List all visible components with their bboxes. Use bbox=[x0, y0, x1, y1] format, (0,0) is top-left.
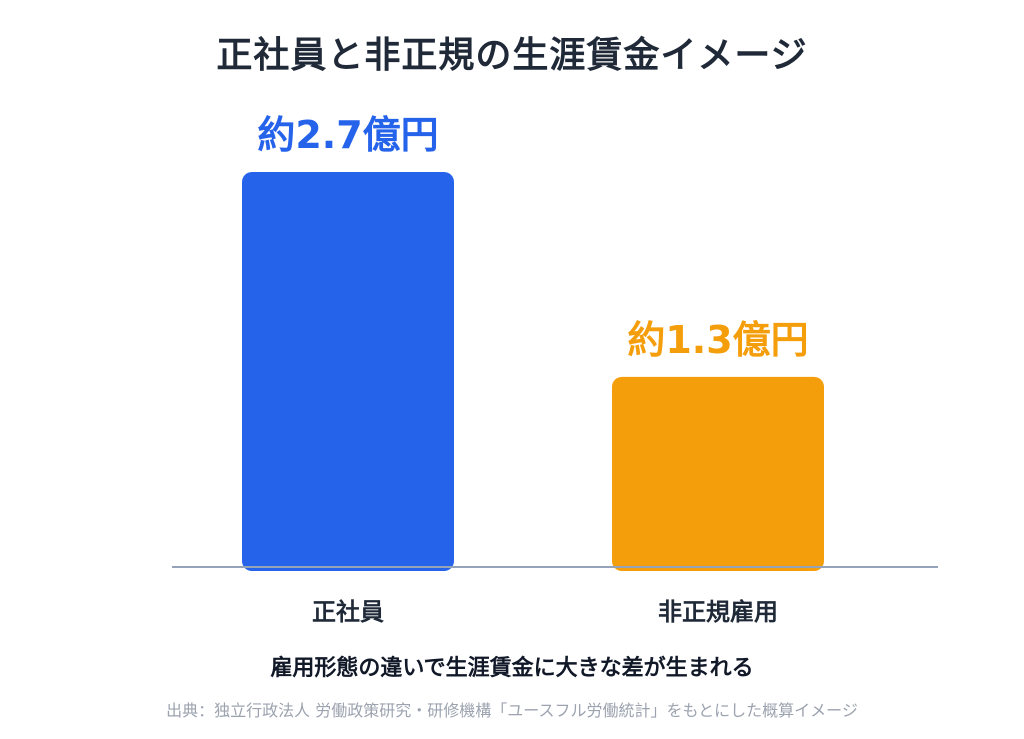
value-label-1: 約2.7億円 bbox=[257, 113, 438, 157]
bar-1 bbox=[242, 172, 454, 571]
bar-2 bbox=[612, 376, 824, 571]
category-label-2: 非正規雇用 bbox=[658, 598, 778, 626]
source-note: 出典：独立行政法人 労働政策研究・研修機構「ユースフル労働統計」をもとにした概算… bbox=[166, 701, 858, 720]
chart-title: 正社員と非正規の生涯賃金イメージ bbox=[216, 35, 808, 76]
category-label-1: 正社員 bbox=[312, 598, 384, 626]
value-label-2: 約1.3億円 bbox=[627, 318, 808, 362]
chart-caption: 雇用形態の違いで生涯賃金に大きな差が生まれる bbox=[270, 656, 754, 681]
